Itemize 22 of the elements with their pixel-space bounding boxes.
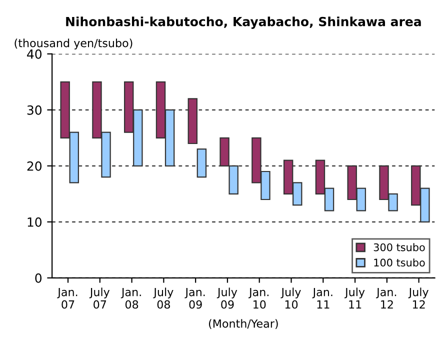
y-tick-label: 0 [35,273,42,283]
x-tick-label: July 07 [89,288,110,309]
y-tick-label: 30 [27,105,42,115]
x-tick-label: Jan. 09 [184,288,205,309]
x-tick-label: July 08 [153,288,174,309]
x-tick-label: July 10 [280,288,301,309]
x-tick-label: Jan. 12 [376,288,396,309]
x-tick-label: Jan. 08 [120,288,141,309]
chart-title: Nihonbashi-kabutocho, Kayabacho, Shinkawa area [66,16,421,29]
x-tick-label: Jan. 11 [312,288,332,309]
legend-label: 300 tsubo [374,243,425,252]
x-tick-label: July 12 [408,288,428,309]
y-tick-label: 10 [28,217,42,227]
x-tick-label: July 09 [216,288,238,309]
x-tick-label: July 11 [344,288,365,309]
y-axis-title: (thousand yen/tsubo) [14,38,132,50]
y-tick-label: 40 [27,49,42,59]
y-tick-label: 20 [27,161,42,171]
x-tick-label: Jan. 10 [248,288,268,309]
x-tick-label: Jan. 07 [57,288,78,309]
x-axis-title: (Month/Year) [208,319,278,330]
legend-label: 100 tsubo [374,258,425,267]
